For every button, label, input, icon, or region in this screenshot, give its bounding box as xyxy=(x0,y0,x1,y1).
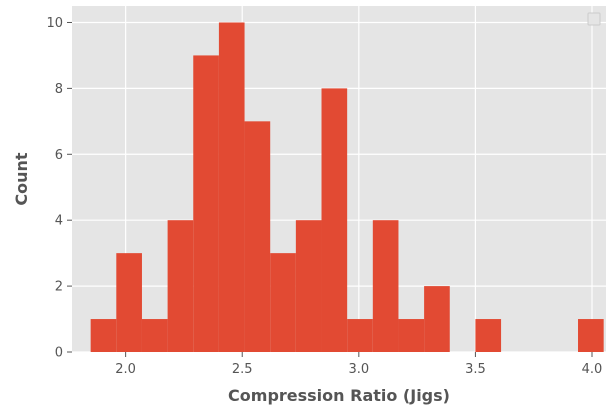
histogram-bar xyxy=(321,88,348,352)
histogram-bar xyxy=(193,55,219,353)
y-tick-label: 0 xyxy=(55,346,63,361)
histogram-bar xyxy=(372,220,399,352)
legend-box xyxy=(587,12,601,26)
histogram-bar xyxy=(167,220,194,352)
y-axis-ticks: 0 2 4 6 8 10 xyxy=(46,16,72,361)
x-axis-label: Compression Ratio (Jigs) xyxy=(228,386,450,405)
y-tick-label: 2 xyxy=(55,280,63,295)
histogram-bar xyxy=(141,319,168,352)
x-tick-label: 3.0 xyxy=(348,362,369,377)
histogram-bar xyxy=(347,319,373,352)
histogram-bar xyxy=(218,22,245,352)
histogram-bar xyxy=(578,319,604,352)
x-tick-label: 2.0 xyxy=(115,362,136,377)
histogram-bar xyxy=(270,253,296,352)
histogram-bar xyxy=(244,121,271,352)
y-axis-label: Count xyxy=(12,152,31,206)
histogram-bar xyxy=(116,253,142,352)
x-axis-ticks: 2.0 2.5 3.0 3.5 4.0 xyxy=(115,352,602,377)
y-tick-label: 4 xyxy=(55,214,63,229)
y-tick-label: 6 xyxy=(55,148,63,163)
histogram-bar xyxy=(90,319,117,352)
histogram-bars xyxy=(90,22,604,353)
x-tick-label: 3.5 xyxy=(465,362,486,377)
histogram-bar xyxy=(295,220,322,352)
histogram-bar xyxy=(424,286,450,352)
histogram-bar xyxy=(475,319,502,352)
x-tick-label: 2.5 xyxy=(232,362,253,377)
y-tick-label: 10 xyxy=(46,16,63,31)
histogram-bar xyxy=(398,319,425,352)
y-tick-label: 8 xyxy=(55,82,63,97)
x-tick-label: 4.0 xyxy=(582,362,603,377)
